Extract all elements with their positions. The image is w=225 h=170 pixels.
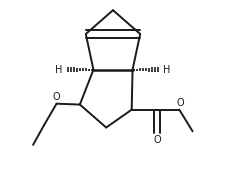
Text: H: H — [55, 65, 62, 75]
Text: H: H — [163, 65, 170, 75]
Text: O: O — [176, 98, 183, 108]
Text: O: O — [153, 135, 160, 145]
Text: O: O — [52, 92, 60, 102]
